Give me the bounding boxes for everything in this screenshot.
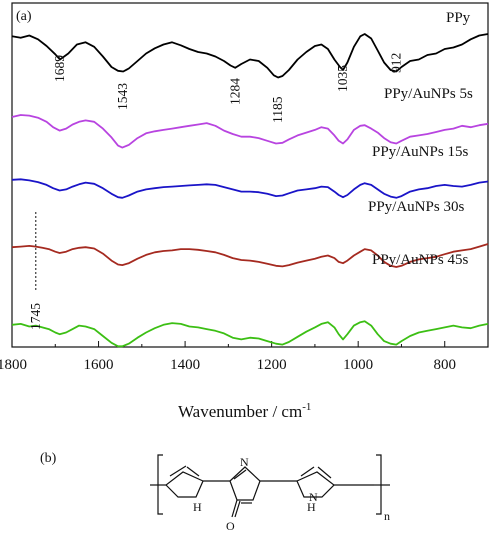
carbonyl-double xyxy=(234,500,241,518)
left-pyrrole-ring xyxy=(165,471,204,498)
repeat-subscript: n xyxy=(384,509,390,523)
right-pyrrole-ring xyxy=(296,471,335,498)
left-ring-double-bond-b xyxy=(186,466,200,477)
series-label-45s: PPy/AuNPs 45s xyxy=(372,252,468,268)
series-line-2 xyxy=(11,178,489,199)
central-ring-double-bond xyxy=(233,469,247,480)
atom-label-nh-right-n: N xyxy=(309,490,318,504)
peak-label-1035: 1035 xyxy=(335,65,350,92)
x-axis-title: Wavenumber / cm-1 xyxy=(178,401,311,421)
right-ring-double-bond-a xyxy=(300,466,315,477)
carbonyl-bond xyxy=(231,499,238,518)
x-tick-label: 800 xyxy=(433,357,456,373)
central-ring xyxy=(229,466,261,501)
x-tick-label: 1600 xyxy=(84,357,114,373)
peak-label-1543: 1543 xyxy=(115,83,130,110)
series-line-4 xyxy=(11,320,489,348)
x-tick-label: 1800 xyxy=(0,357,27,373)
series-line-1 xyxy=(11,114,489,149)
atom-label-nh-right-h: H xyxy=(307,500,316,514)
series-line-3 xyxy=(11,243,489,268)
x-axis-ticks: 1800 1600 1400 1200 1000 800 xyxy=(0,341,489,373)
peak-label-1745: 1745 xyxy=(28,303,43,330)
peak-label-1284: 1284 xyxy=(227,78,242,105)
polypyrrole-structure xyxy=(150,454,390,518)
panel-label-b: (b) xyxy=(40,451,57,466)
peak-label-912: 912 xyxy=(388,53,403,73)
series-label-15s: PPy/AuNPs 15s xyxy=(372,144,468,160)
x-tick-label: 1200 xyxy=(257,357,287,373)
series-line-0 xyxy=(11,33,489,79)
series-label-30s: PPy/AuNPs 30s xyxy=(368,199,464,215)
peak-label-1185: 1185 xyxy=(270,96,285,123)
right-ring-double-bond-b xyxy=(317,466,332,479)
atom-label-o: O xyxy=(226,519,235,533)
x-axis-title-main: Wavenumber / cm xyxy=(178,402,302,421)
atom-label-nh-left-h: H xyxy=(193,500,202,514)
left-ring-double-bond-a xyxy=(169,465,187,477)
x-tick-label: 1400 xyxy=(170,357,200,373)
series-label-ppy: PPy xyxy=(446,10,471,26)
atom-label-n-center: N xyxy=(240,455,249,469)
x-tick-label: 1000 xyxy=(343,357,373,373)
x-axis-title-superscript: -1 xyxy=(302,401,311,413)
plot-frame xyxy=(11,2,489,348)
series-group xyxy=(11,33,489,348)
panel-label-a: (a) xyxy=(16,9,32,24)
peak-annotations: 1689 1543 1284 1185 1035 912 1745 xyxy=(28,53,403,330)
peak-label-1689: 1689 xyxy=(52,55,67,82)
series-label-5s: PPy/AuNPs 5s xyxy=(384,86,473,102)
